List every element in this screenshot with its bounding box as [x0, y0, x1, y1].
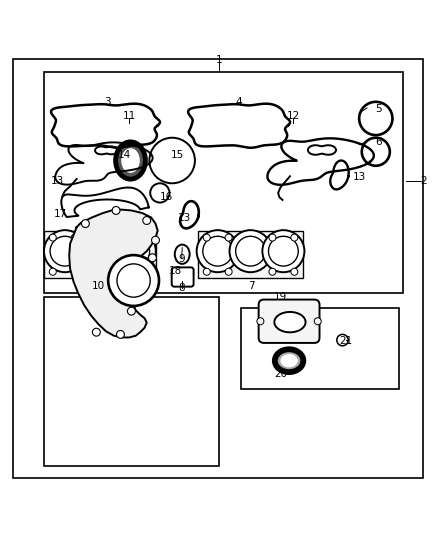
Circle shape: [203, 234, 210, 241]
Circle shape: [291, 234, 298, 241]
Text: 2: 2: [420, 176, 427, 186]
Text: 3: 3: [104, 97, 111, 107]
Circle shape: [117, 264, 150, 297]
Circle shape: [50, 236, 80, 266]
Circle shape: [117, 330, 124, 338]
Circle shape: [236, 236, 265, 266]
FancyBboxPatch shape: [258, 300, 320, 343]
Polygon shape: [69, 209, 158, 337]
Circle shape: [225, 268, 232, 275]
Ellipse shape: [122, 149, 139, 172]
Circle shape: [291, 268, 298, 275]
Polygon shape: [61, 188, 149, 217]
Text: 9: 9: [178, 254, 185, 264]
Circle shape: [49, 268, 56, 275]
Circle shape: [262, 230, 304, 272]
Text: 7: 7: [248, 281, 255, 291]
Circle shape: [71, 234, 78, 241]
Circle shape: [269, 268, 276, 275]
Circle shape: [114, 230, 156, 272]
Circle shape: [49, 234, 56, 241]
Text: 17: 17: [54, 209, 67, 219]
Ellipse shape: [274, 312, 306, 332]
Ellipse shape: [275, 349, 304, 372]
Circle shape: [143, 216, 151, 224]
Circle shape: [79, 230, 121, 272]
FancyBboxPatch shape: [198, 231, 303, 278]
Circle shape: [136, 267, 144, 275]
Text: 14: 14: [118, 150, 131, 160]
Text: 11: 11: [123, 111, 136, 122]
Text: 1: 1: [215, 55, 223, 65]
Text: 18: 18: [169, 266, 182, 276]
Circle shape: [108, 255, 159, 306]
Text: 5: 5: [375, 104, 382, 114]
Circle shape: [122, 268, 129, 275]
Text: 13: 13: [353, 172, 366, 182]
Circle shape: [203, 268, 210, 275]
Circle shape: [144, 234, 151, 241]
Text: 20: 20: [274, 369, 287, 379]
Circle shape: [148, 254, 156, 262]
Circle shape: [257, 318, 264, 325]
Text: 4: 4: [235, 97, 242, 107]
Text: 19: 19: [274, 292, 287, 302]
Text: 16: 16: [160, 192, 173, 203]
Bar: [241, 308, 399, 389]
Circle shape: [120, 236, 150, 266]
Circle shape: [44, 230, 86, 272]
Text: 12: 12: [287, 111, 300, 122]
Circle shape: [122, 234, 129, 241]
Ellipse shape: [281, 355, 297, 366]
Circle shape: [81, 220, 89, 228]
Circle shape: [268, 236, 298, 266]
Circle shape: [225, 234, 232, 241]
Text: 13: 13: [51, 176, 64, 186]
Bar: [44, 297, 219, 466]
Circle shape: [112, 206, 120, 214]
Circle shape: [71, 268, 78, 275]
Circle shape: [314, 318, 321, 325]
Text: 15: 15: [171, 150, 184, 160]
Ellipse shape: [116, 142, 145, 179]
Circle shape: [92, 328, 100, 336]
Circle shape: [269, 234, 276, 241]
FancyBboxPatch shape: [44, 231, 156, 278]
Circle shape: [230, 230, 272, 272]
Bar: [44, 71, 403, 293]
Circle shape: [127, 307, 135, 315]
Text: 21: 21: [339, 336, 353, 346]
Text: 8: 8: [178, 282, 185, 293]
Text: 6: 6: [375, 136, 382, 147]
Circle shape: [85, 236, 115, 266]
Circle shape: [144, 268, 151, 275]
Circle shape: [152, 236, 159, 244]
Text: 13: 13: [177, 213, 191, 223]
Circle shape: [203, 236, 233, 266]
Text: 10: 10: [92, 281, 105, 291]
Circle shape: [197, 230, 239, 272]
